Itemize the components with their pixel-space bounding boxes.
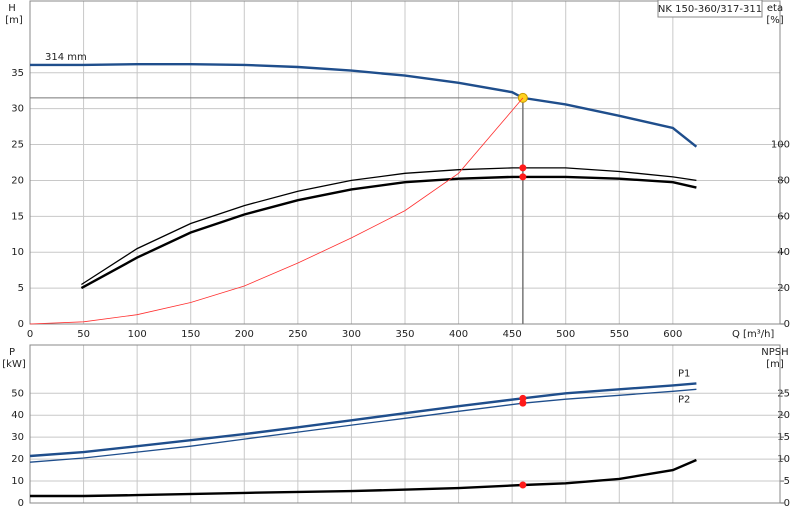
x-tick-label: 550 bbox=[610, 329, 629, 340]
y2-axis-label: NPSH bbox=[761, 347, 788, 358]
y-tick-label: 40 bbox=[11, 410, 24, 421]
y-tick-label: 0 bbox=[18, 498, 24, 509]
x-tick-label: 300 bbox=[342, 329, 361, 340]
y-tick-label: 30 bbox=[11, 432, 24, 443]
x-tick-label: 500 bbox=[556, 329, 575, 340]
y2-tick-label: 15 bbox=[777, 432, 790, 443]
y-tick-label: 30 bbox=[11, 104, 24, 115]
series-label: P1 bbox=[678, 368, 690, 379]
x-tick-label: 450 bbox=[503, 329, 522, 340]
x-tick-label: 150 bbox=[181, 329, 200, 340]
x-tick-label: 400 bbox=[449, 329, 468, 340]
operating-point bbox=[519, 481, 527, 489]
y-axis-unit: [m] bbox=[5, 15, 23, 26]
y2-tick-label: 40 bbox=[777, 247, 790, 258]
x-tick-label: 250 bbox=[288, 329, 307, 340]
operating-point bbox=[519, 399, 527, 407]
y-axis-label: P bbox=[9, 347, 15, 358]
y2-tick-label: 10 bbox=[777, 454, 790, 465]
curve bbox=[29, 97, 524, 325]
y-tick-label: 5 bbox=[18, 283, 24, 294]
x-axis-label: Q [m³/h] bbox=[732, 329, 774, 340]
y-tick-label: 35 bbox=[11, 68, 24, 79]
y-tick-label: 10 bbox=[11, 476, 24, 487]
head-efficiency-panel: 0 50 100 150 200 250 300 350 400 450 500 550 6000510… bbox=[5, 0, 790, 340]
y2-tick-label: 25 bbox=[777, 388, 790, 399]
y2-axis-label: eta bbox=[767, 3, 783, 14]
operating-point bbox=[519, 394, 527, 402]
y-tick-label: 15 bbox=[11, 211, 24, 222]
series-label: P2 bbox=[678, 394, 690, 405]
curve bbox=[30, 458, 697, 498]
curve bbox=[80, 175, 697, 290]
y2-axis-unit: [m] bbox=[766, 359, 784, 370]
operating-point bbox=[519, 164, 527, 172]
curve bbox=[81, 167, 697, 286]
x-tick-label: 600 bbox=[663, 329, 682, 340]
chart-title: NK 150-360/317-311 bbox=[658, 4, 762, 15]
x-tick-label: 200 bbox=[235, 329, 254, 340]
y2-tick-label: 80 bbox=[777, 175, 790, 186]
plot-frame bbox=[29, 344, 781, 504]
y2-tick-label: 60 bbox=[777, 211, 790, 222]
power-npsh-panel: 0 10 20 30 40 50 0 5 10 15 20 25 P[kW] NPSH[m] P1 P2 bbox=[2, 344, 790, 509]
y-axis-label: H bbox=[8, 3, 16, 14]
y2-axis-unit: [%] bbox=[766, 15, 783, 26]
y2-tick-label: 0 bbox=[784, 319, 790, 330]
y2-tick-label: 0 bbox=[784, 498, 790, 509]
plot-frame bbox=[29, 0, 781, 325]
y-axis-unit: [kW] bbox=[2, 359, 26, 370]
operating-point bbox=[519, 173, 527, 181]
y2-tick-label: 5 bbox=[784, 476, 790, 487]
y-tick-label: 50 bbox=[11, 388, 24, 399]
y2-tick-label: 20 bbox=[777, 410, 790, 421]
curve bbox=[30, 63, 698, 148]
y-tick-label: 20 bbox=[11, 454, 24, 465]
y-tick-label: 10 bbox=[11, 247, 24, 258]
y2-tick-label: 20 bbox=[777, 283, 790, 294]
x-tick-label: 100 bbox=[128, 329, 147, 340]
x-tick-label: 0 bbox=[27, 329, 33, 340]
series-label: 314 mm bbox=[45, 52, 87, 63]
x-tick-label: 350 bbox=[395, 329, 414, 340]
title-box bbox=[657, 0, 763, 18]
x-tick-label: 50 bbox=[77, 329, 90, 340]
y-tick-label: 25 bbox=[11, 140, 24, 151]
y-tick-label: 0 bbox=[18, 319, 24, 330]
curve bbox=[29, 382, 697, 458]
curve bbox=[29, 388, 697, 463]
y-tick-label: 20 bbox=[11, 175, 24, 186]
